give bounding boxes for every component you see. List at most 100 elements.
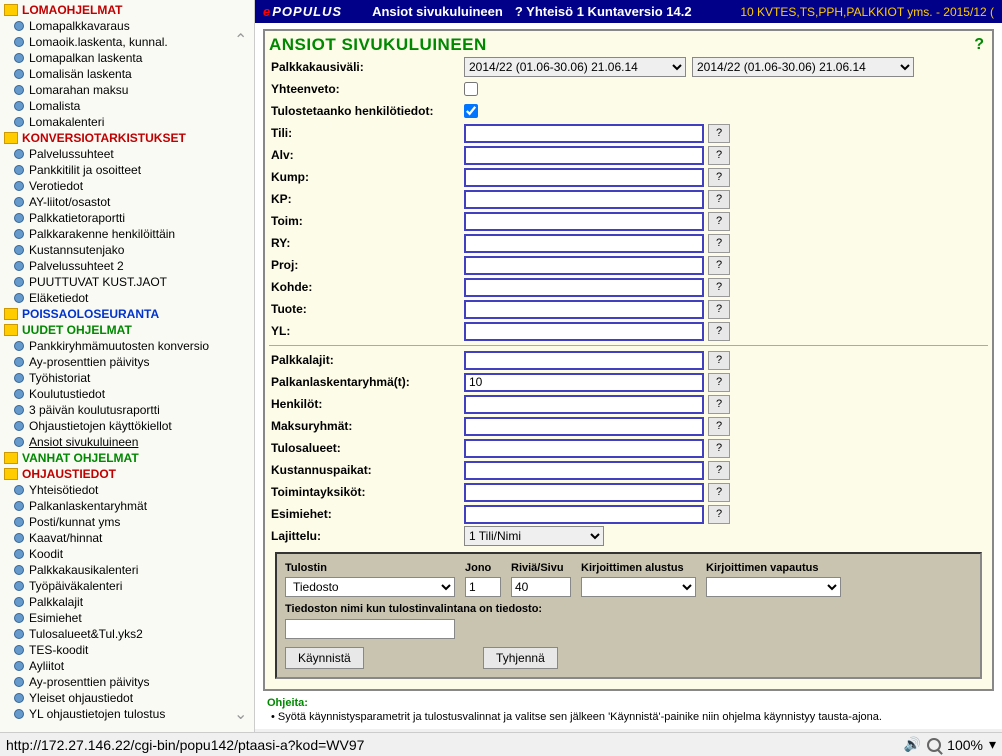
summary-checkbox[interactable] — [464, 82, 478, 96]
yl-input[interactable] — [464, 322, 704, 341]
init-select[interactable] — [581, 577, 696, 597]
scroll-up-icon[interactable]: ⌃ — [234, 30, 252, 48]
kustannuspaikat-help-button[interactable]: ? — [708, 461, 730, 480]
proj-help-button[interactable]: ? — [708, 256, 730, 275]
clear-button[interactable]: Tyhjennä — [483, 647, 558, 669]
sidebar-item[interactable]: Yleiset ohjaustiedot — [0, 690, 254, 706]
rows-input[interactable] — [511, 577, 571, 597]
sidebar-item[interactable]: Ay-prosenttien päivitys — [0, 354, 254, 370]
sidebar-item[interactable]: Ansiot sivukuluineen — [0, 434, 254, 450]
esimiehet-help-button[interactable]: ? — [708, 505, 730, 524]
sidebar-item[interactable]: Tulosalueet&Tul.yks2 — [0, 626, 254, 642]
sidebar-item[interactable]: YL ohjaustietojen tulostus — [0, 706, 254, 722]
sidebar-folder[interactable]: OHJAUSTIEDOT — [0, 466, 254, 482]
tulosalueet-input[interactable] — [464, 439, 704, 458]
start-button[interactable]: Käynnistä — [285, 647, 364, 669]
sidebar-item[interactable]: Posti/kunnat yms — [0, 514, 254, 530]
release-select[interactable] — [706, 577, 841, 597]
ry-input[interactable] — [464, 234, 704, 253]
kohde-help-button[interactable]: ? — [708, 278, 730, 297]
sidebar-item[interactable]: Palvelussuhteet — [0, 146, 254, 162]
proj-input[interactable] — [464, 256, 704, 275]
alv-input[interactable] — [464, 146, 704, 165]
sidebar-folder[interactable]: VANHAT OHJELMAT — [0, 450, 254, 466]
sort-select[interactable]: 1 Tili/Nimi — [464, 526, 604, 546]
sidebar-item[interactable]: Pankkitilit ja osoitteet — [0, 162, 254, 178]
tulosalueet-help-button[interactable]: ? — [708, 439, 730, 458]
kp-help-button[interactable]: ? — [708, 190, 730, 209]
sidebar-item[interactable]: Kaavat/hinnat — [0, 530, 254, 546]
tili-input[interactable] — [464, 124, 704, 143]
palkkalajit-input[interactable] — [464, 351, 704, 370]
kp-input[interactable] — [464, 190, 704, 209]
toimintayksikot-help-button[interactable]: ? — [708, 483, 730, 502]
kump-input[interactable] — [464, 168, 704, 187]
sidebar-folder[interactable]: UUDET OHJELMAT — [0, 322, 254, 338]
palkkalajit-help-button[interactable]: ? — [708, 351, 730, 370]
sidebar-item[interactable]: Ayliitot — [0, 658, 254, 674]
tuote-help-button[interactable]: ? — [708, 300, 730, 319]
tili-help-button[interactable]: ? — [708, 124, 730, 143]
sidebar-item[interactable]: Koodit — [0, 546, 254, 562]
palkanlaskentaryhmat-input[interactable] — [464, 373, 704, 392]
palkanlaskentaryhmat-help-button[interactable]: ? — [708, 373, 730, 392]
esimiehet-input[interactable] — [464, 505, 704, 524]
maksuryhmat-input[interactable] — [464, 417, 704, 436]
sidebar-item[interactable]: Työhistoriat — [0, 370, 254, 386]
sidebar-item[interactable]: Palkkalajit — [0, 594, 254, 610]
sidebar-item[interactable]: Ohjaustietojen käyttökiellot — [0, 418, 254, 434]
sidebar-item[interactable]: Eläketiedot — [0, 290, 254, 306]
sidebar-item[interactable]: Lomalisän laskenta — [0, 66, 254, 82]
sidebar-item[interactable]: Palkanlaskentaryhmät — [0, 498, 254, 514]
ry-help-button[interactable]: ? — [708, 234, 730, 253]
sidebar-folder[interactable]: POISSAOLOSEURANTA — [0, 306, 254, 322]
sidebar-item[interactable]: Kustannsutenjako — [0, 242, 254, 258]
sidebar-item[interactable]: Lomarahan maksu — [0, 82, 254, 98]
sidebar-item[interactable]: TES-koodit — [0, 642, 254, 658]
toimintayksikot-input[interactable] — [464, 483, 704, 502]
kump-help-button[interactable]: ? — [708, 168, 730, 187]
sidebar-item[interactable]: Verotiedot — [0, 178, 254, 194]
yl-help-button[interactable]: ? — [708, 322, 730, 341]
sidebar-item[interactable]: Lomaoik.laskenta, kunnal. — [0, 34, 254, 50]
sidebar-item[interactable]: Lomapalkkavaraus — [0, 18, 254, 34]
sidebar-item[interactable]: Palkkarakenne henkilöittäin — [0, 226, 254, 242]
maksuryhmat-help-button[interactable]: ? — [708, 417, 730, 436]
zoom-dropdown-icon[interactable]: ▾ — [989, 736, 996, 753]
printer-select[interactable]: Tiedosto — [285, 577, 455, 597]
zoom-icon[interactable] — [927, 738, 941, 752]
sidebar-item[interactable]: PUUTTUVAT KUST.JAOT — [0, 274, 254, 290]
sidebar-item[interactable]: Palvelussuhteet 2 — [0, 258, 254, 274]
toim-input[interactable] — [464, 212, 704, 231]
kustannuspaikat-input[interactable] — [464, 461, 704, 480]
period-to-select[interactable]: 2014/22 (01.06-30.06) 21.06.14 — [692, 57, 914, 77]
filename-input[interactable] — [285, 619, 455, 639]
sidebar-item[interactable]: Ay-prosenttien päivitys — [0, 674, 254, 690]
form-help-icon[interactable]: ? — [974, 36, 988, 54]
kohde-input[interactable] — [464, 278, 704, 297]
sidebar-folder[interactable]: KONVERSIOTARKISTUKSET — [0, 130, 254, 146]
period-from-select[interactable]: 2014/22 (01.06-30.06) 21.06.14 — [464, 57, 686, 77]
audio-icon[interactable]: 🔊 — [904, 736, 921, 753]
sidebar-item[interactable]: AY-liitot/osastot — [0, 194, 254, 210]
sidebar-item[interactable]: 3 päivän koulutusraportti — [0, 402, 254, 418]
queue-input[interactable] — [465, 577, 501, 597]
sidebar-item[interactable]: Koulutustiedot — [0, 386, 254, 402]
sidebar-item[interactable]: Palkkatietoraportti — [0, 210, 254, 226]
tuote-input[interactable] — [464, 300, 704, 319]
sidebar-item[interactable]: Yhteisötiedot — [0, 482, 254, 498]
sidebar-item[interactable]: Työpäiväkalenteri — [0, 578, 254, 594]
toim-help-button[interactable]: ? — [708, 212, 730, 231]
sidebar-item[interactable]: Pankkiryhmämuutosten konversio — [0, 338, 254, 354]
scroll-down-icon[interactable]: ⌄ — [234, 704, 252, 722]
sidebar-item[interactable]: Palkkakausikalenteri — [0, 562, 254, 578]
sidebar-folder[interactable]: LOMAOHJELMAT — [0, 2, 254, 18]
sidebar-item[interactable]: Lomapalkan laskenta — [0, 50, 254, 66]
print-person-checkbox[interactable] — [464, 104, 478, 118]
henkilot-input[interactable] — [464, 395, 704, 414]
sidebar-item[interactable]: Esimiehet — [0, 610, 254, 626]
alv-help-button[interactable]: ? — [708, 146, 730, 165]
sidebar-item[interactable]: Lomalista — [0, 98, 254, 114]
sidebar-item[interactable]: Lomakalenteri — [0, 114, 254, 130]
henkilot-help-button[interactable]: ? — [708, 395, 730, 414]
